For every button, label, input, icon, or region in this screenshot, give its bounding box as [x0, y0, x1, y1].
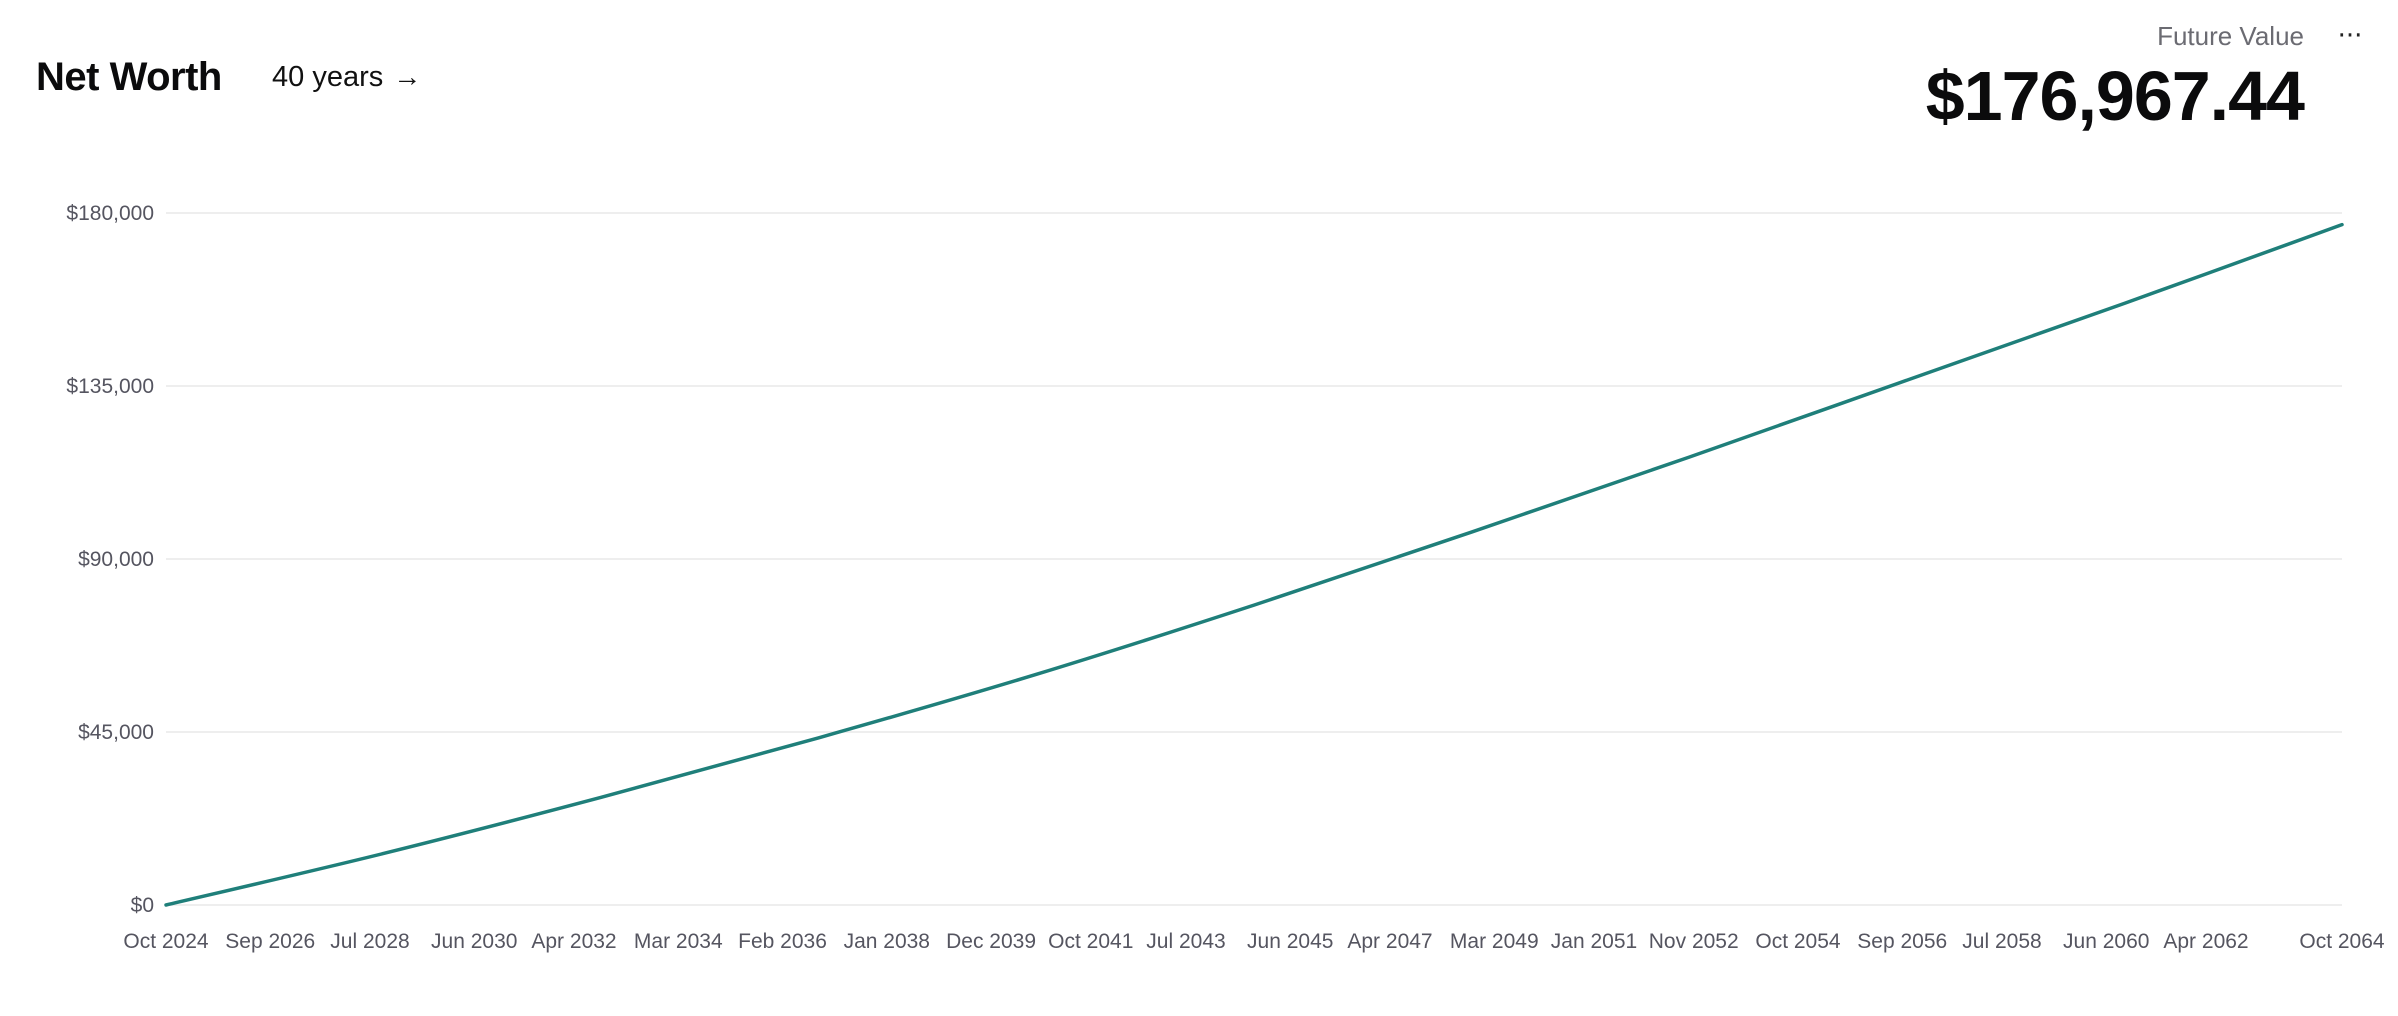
x-tick-label: Apr 2032 [531, 930, 616, 953]
period-selector-button[interactable]: 40 years → [260, 54, 433, 100]
x-tick-label: Oct 2054 [1755, 930, 1841, 953]
x-tick-label: Sep 2026 [225, 930, 315, 953]
y-axis-ticks: $0 $45,000 $90,000 $135,000 $180,000 [66, 202, 154, 917]
x-tick-label: Jan 2038 [844, 930, 930, 953]
period-label: 40 years [272, 60, 384, 93]
x-tick-label: Dec 2039 [946, 930, 1036, 953]
page-title: Net Worth [36, 55, 222, 99]
x-axis-ticks: Oct 2024 Sep 2026 Jul 2028 Jun 2030 Apr 2032… [123, 930, 2385, 953]
future-value-label: Future Value [2157, 21, 2304, 51]
x-tick-label: Jul 2043 [1146, 930, 1225, 953]
chart-header: Net Worth 40 years → Future Value ··· $1… [0, 0, 2398, 140]
net-worth-series-line [164, 222, 2344, 907]
x-tick-label: Jun 2045 [1247, 930, 1333, 953]
x-tick-label: Jul 2058 [1962, 930, 2041, 953]
ellipsis-icon: ··· [2337, 21, 2363, 51]
x-tick-label: Jun 2060 [2063, 930, 2149, 953]
x-tick-label: Apr 2062 [2163, 930, 2248, 953]
y-tick-label: $90,000 [78, 548, 154, 571]
x-tick-label: Mar 2034 [634, 930, 723, 953]
y-tick-label: $45,000 [78, 721, 154, 744]
gridlines [166, 212, 2342, 906]
x-tick-label: Oct 2024 [123, 930, 209, 953]
series-layer [164, 222, 2344, 907]
x-tick-label: Jan 2051 [1551, 930, 1637, 953]
x-tick-label: Oct 2064 [2299, 930, 2385, 953]
x-tick-label: Jun 2030 [431, 930, 517, 953]
future-value-amount: $176,967.44 [1925, 57, 2305, 135]
y-tick-label: $180,000 [66, 202, 154, 225]
x-tick-label: Nov 2052 [1649, 930, 1739, 953]
x-tick-label: Mar 2049 [1450, 930, 1539, 953]
x-tick-label: Feb 2036 [738, 930, 827, 953]
y-tick-label: $0 [131, 894, 154, 917]
x-tick-label: Jul 2028 [330, 930, 409, 953]
x-tick-label: Oct 2041 [1048, 930, 1133, 953]
arrow-right-icon: → [393, 61, 422, 92]
x-tick-label: Apr 2047 [1347, 930, 1432, 953]
y-tick-label: $135,000 [66, 375, 154, 398]
more-options-button[interactable]: ··· [2330, 16, 2370, 56]
x-tick-label: Sep 2056 [1857, 930, 1947, 953]
